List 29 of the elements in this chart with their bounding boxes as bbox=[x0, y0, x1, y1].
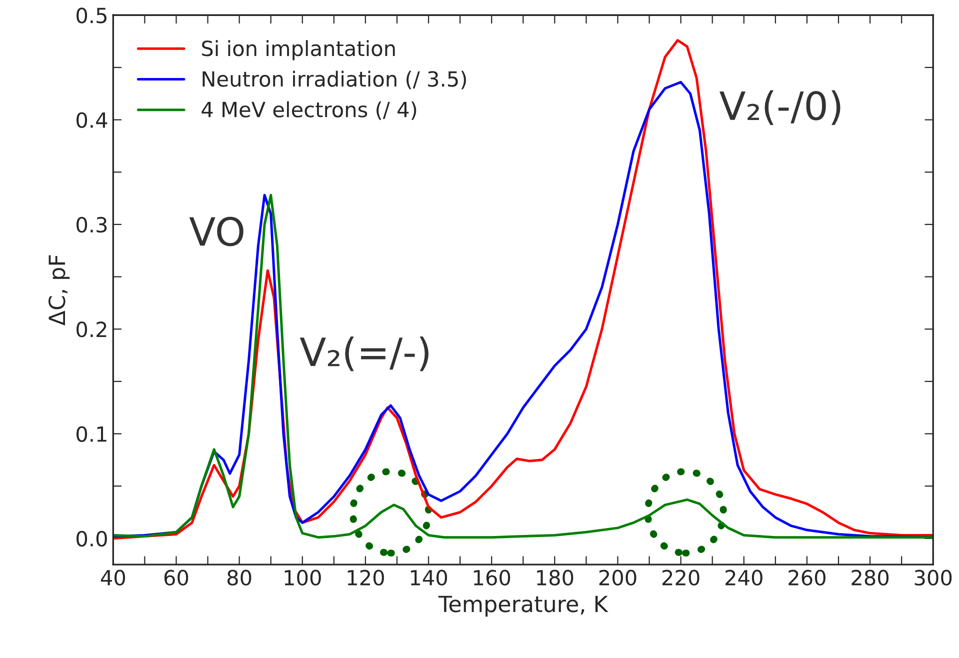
y-tick-label: 0.3 bbox=[76, 216, 107, 233]
x-tick-label: 140 bbox=[410, 570, 448, 586]
y-tick-label: 0.0 bbox=[76, 530, 107, 547]
legend-label: Si ion implantation bbox=[202, 40, 395, 60]
x-tick-label: 280 bbox=[852, 570, 889, 586]
x-tick-label: 100 bbox=[284, 570, 321, 586]
x-tick-label: 120 bbox=[348, 570, 384, 586]
x-tick-label: 220 bbox=[662, 570, 700, 586]
x-tick-label: 240 bbox=[726, 570, 762, 586]
line-series bbox=[113, 194, 934, 539]
legend-label: 4 MeV electrons (/ 4) bbox=[202, 101, 416, 120]
annotation: V₂(=/-) bbox=[300, 336, 428, 372]
y-axis-title: ΔC, pF bbox=[48, 255, 70, 326]
x-tick-label: 80 bbox=[227, 570, 252, 586]
legend-label: Neutron irradiation (/ 3.5) bbox=[202, 70, 466, 90]
y-tick-label: 0.4 bbox=[76, 112, 108, 128]
x-tick-label: 260 bbox=[788, 570, 826, 586]
x-tick-label: 40 bbox=[100, 570, 126, 586]
x-tick-label: 160 bbox=[474, 570, 510, 586]
x-axis-title: Temperature, K bbox=[438, 596, 608, 617]
x-tick-label: 180 bbox=[537, 570, 574, 586]
x-tick-label: 200 bbox=[599, 570, 636, 586]
x-tick-label: 300 bbox=[914, 570, 952, 586]
y-tick-label: 0.2 bbox=[76, 322, 106, 338]
x-tick-label: 60 bbox=[164, 570, 188, 586]
y-tick-label: 0.1 bbox=[76, 426, 106, 442]
annotation: V₂(-/0) bbox=[720, 90, 840, 125]
annotation: VO bbox=[189, 216, 244, 246]
y-tick-label: 0.5 bbox=[76, 8, 106, 24]
